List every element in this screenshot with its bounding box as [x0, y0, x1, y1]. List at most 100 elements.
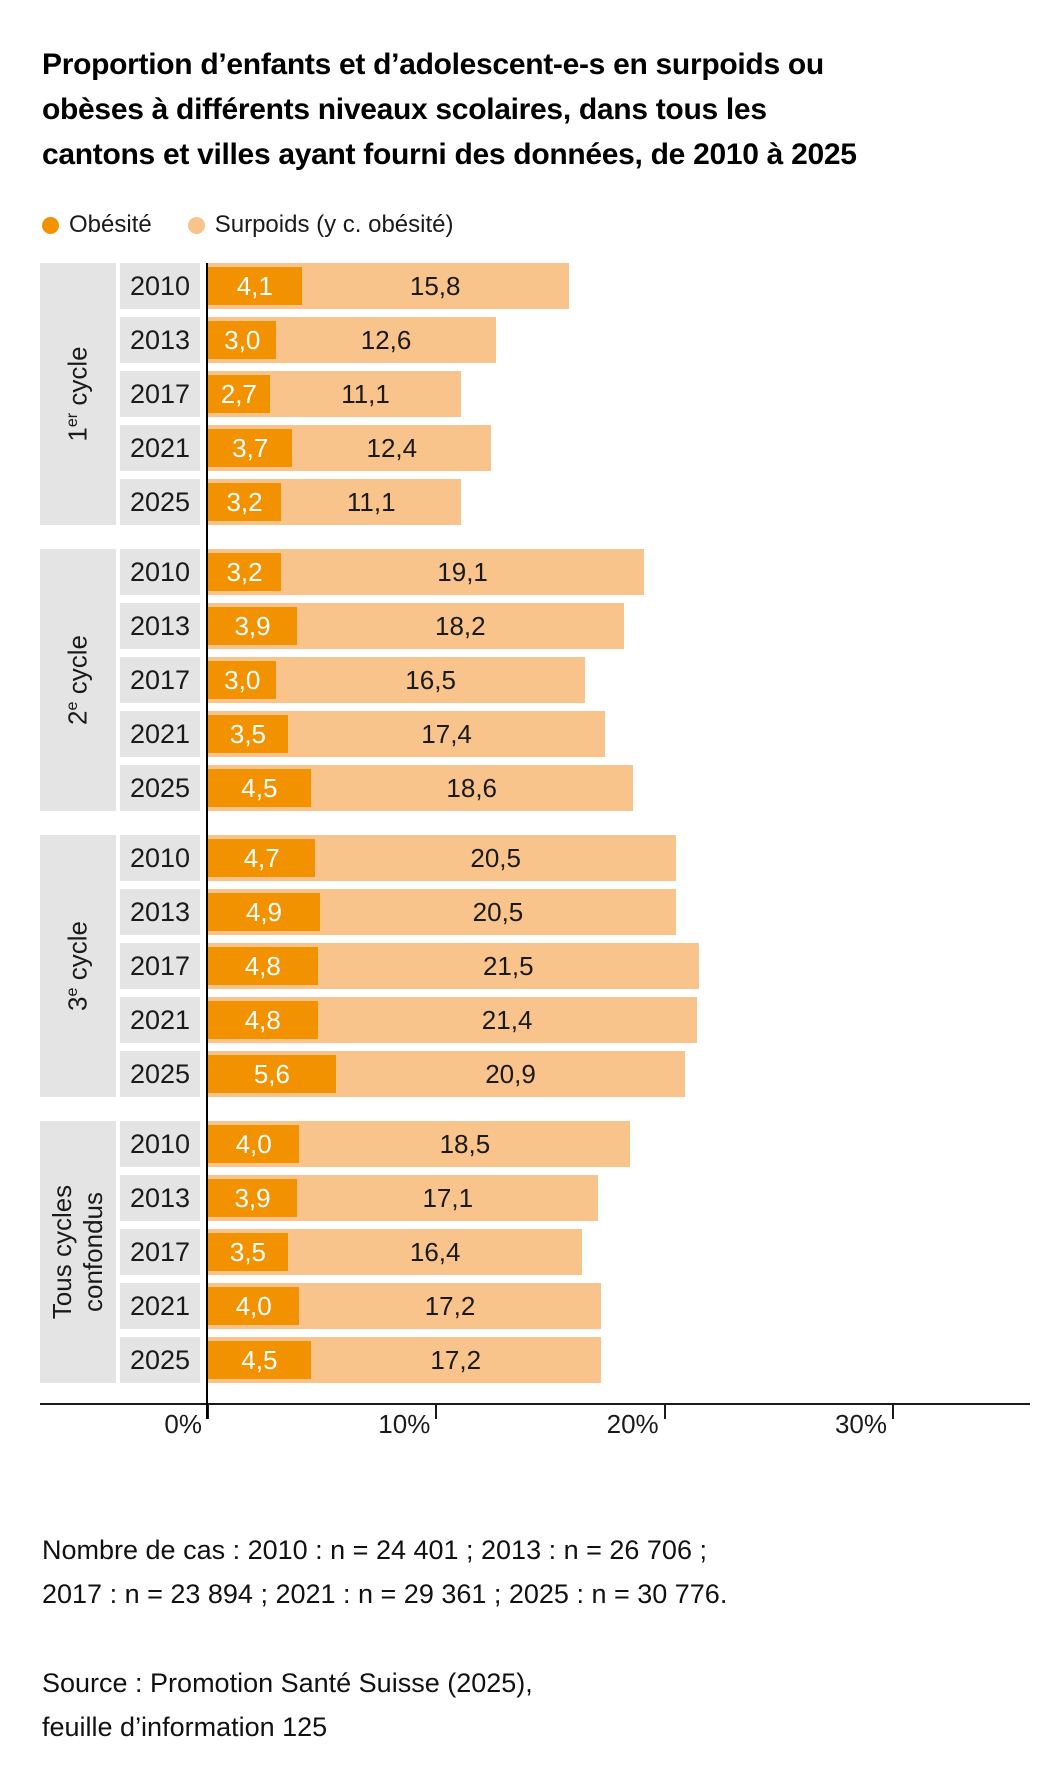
bar-area: 5,6 20,9 — [208, 1051, 1030, 1097]
obesity-value: 4,5 — [241, 1344, 278, 1375]
x-axis-tick — [435, 1405, 438, 1419]
group-rows: 2010 4,7 20,5 2013 4,9 20,5 2017 4,8 21,5 2021 4,8… — [120, 835, 1030, 1097]
bar-area: 3,2 19,1 — [208, 549, 1030, 595]
bar-row-2e-cycle-2025: 2025 4,5 18,6 — [120, 765, 1030, 811]
bar-row-tous-cycles-confondus-2021: 2021 4,0 17,2 — [120, 1283, 1030, 1329]
legend-item-obesite: Obésité — [42, 211, 152, 239]
ordinal-superscript: e — [62, 701, 81, 711]
overweight-value: 16,5 — [405, 664, 456, 695]
bar-area: 4,0 17,2 — [208, 1283, 1030, 1329]
year-label: 2025 — [120, 1337, 200, 1383]
obesity-bar: 3,7 — [208, 429, 293, 467]
obesity-value: 2,7 — [220, 378, 257, 409]
year-label: 2013 — [120, 889, 200, 935]
obesity-bar: 5,6 — [208, 1055, 336, 1093]
bar-row-3e-cycle-2021: 2021 4,8 21,4 — [120, 997, 1030, 1043]
obesity-value: 3,7 — [232, 432, 269, 463]
x-axis-tick-label: 10% — [378, 1409, 431, 1439]
zero-axis-line — [206, 263, 208, 1419]
footnote-cases-line1: Nombre de cas : 2010 : n = 24 401 ; 2013… — [42, 1535, 707, 1565]
obesity-value: 4,9 — [245, 896, 283, 927]
x-axis-tick — [207, 1405, 209, 1419]
bar-area: 4,5 18,6 — [208, 765, 1030, 811]
bar-row-1er-cycle-2010: 2010 4,1 15,8 — [120, 263, 1030, 309]
bar-row-1er-cycle-2025: 2025 3,2 11,1 — [120, 479, 1030, 525]
obesity-value: 4,8 — [244, 1004, 281, 1035]
obesity-bar: 4,9 — [208, 893, 320, 931]
group-label-text: 2e cycle — [62, 635, 93, 725]
obesity-bar: 3,2 — [208, 553, 282, 591]
x-axis-tick — [663, 1405, 666, 1419]
overweight-value: 17,1 — [422, 1182, 474, 1213]
obesity-bar: 4,8 — [208, 947, 318, 985]
group-label-text: 3e cycle — [62, 921, 93, 1011]
chart-title-line3: cantons et villes ayant fourni des donné… — [42, 138, 857, 171]
obesity-bar: 3,0 — [208, 661, 277, 699]
obesity-value: 3,5 — [229, 1236, 267, 1267]
obesity-value: 4,1 — [236, 270, 273, 301]
group-rows: 2010 4,1 15,8 2013 3,0 12,6 2017 2,7 11,1 2021 3,7… — [120, 263, 1030, 525]
bar-area: 3,5 16,4 — [208, 1229, 1030, 1275]
overweight-value: 20,5 — [470, 842, 521, 873]
bar-area: 4,7 20,5 — [208, 835, 1030, 881]
legend: Obésité Surpoids (y c. obésité) — [42, 211, 1030, 239]
bar-row-2e-cycle-2017: 2017 3,0 16,5 — [120, 657, 1030, 703]
footnote-cases-line2: 2017 : n = 23 894 ; 2021 : n = 29 361 ; … — [42, 1578, 728, 1609]
overweight-value: 20,5 — [472, 896, 524, 927]
obesity-bar: 3,0 — [208, 321, 277, 359]
bar-row-3e-cycle-2013: 2013 4,9 20,5 — [120, 889, 1030, 935]
bar-row-3e-cycle-2017: 2017 4,8 21,5 — [120, 943, 1030, 989]
year-label: 2025 — [120, 765, 200, 811]
ordinal-superscript: er — [62, 412, 81, 428]
bar-row-1er-cycle-2017: 2017 2,7 11,1 — [120, 371, 1030, 417]
bar-row-2e-cycle-2010: 2010 3,2 19,1 — [120, 549, 1030, 595]
year-label: 2021 — [120, 711, 200, 757]
overweight-value: 12,4 — [366, 432, 418, 463]
obesity-bar: 3,9 — [208, 607, 298, 645]
bar-area: 3,9 17,1 — [208, 1175, 1030, 1221]
bar-area: 2,7 11,1 — [208, 371, 1030, 417]
chart-title: Proportion d’enfants et d’adolescent-e-s… — [42, 42, 1030, 177]
bar-area: 4,9 20,5 — [208, 889, 1030, 935]
footnote-cases: Nombre de cas : 2010 : n = 24 401 ; 2013… — [42, 1529, 1030, 1616]
year-label: 2010 — [120, 549, 200, 595]
year-label: 2017 — [120, 371, 200, 417]
obesity-bar: 4,5 — [208, 1341, 311, 1379]
chart-title-line2: obèses à différents niveaux scolaires, d… — [42, 93, 767, 126]
bar-area: 4,8 21,4 — [208, 997, 1030, 1043]
overweight-value: 17,2 — [430, 1344, 482, 1375]
bar-area: 4,8 21,5 — [208, 943, 1030, 989]
overweight-value: 21,5 — [482, 950, 534, 981]
overweight-value: 15,8 — [409, 270, 461, 301]
group-label-2e-cycle: 2e cycle — [40, 549, 116, 811]
obesity-bar: 3,5 — [208, 715, 288, 753]
overweight-value: 21,4 — [481, 1004, 533, 1035]
bar-row-1er-cycle-2021: 2021 3,7 12,4 — [120, 425, 1030, 471]
legend-label-obesite: Obésité — [69, 211, 152, 238]
obesity-bar: 3,9 — [208, 1179, 298, 1217]
obesity-bar: 4,0 — [208, 1287, 300, 1325]
obesity-value: 4,5 — [241, 772, 278, 803]
year-label: 2010 — [120, 1121, 200, 1167]
year-label: 2013 — [120, 603, 200, 649]
obesity-value: 3,9 — [234, 610, 271, 641]
bar-area: 3,0 16,5 — [208, 657, 1030, 703]
overweight-value: 17,4 — [421, 718, 472, 749]
obesity-bar: 3,2 — [208, 483, 282, 521]
bar-row-3e-cycle-2025: 2025 5,6 20,9 — [120, 1051, 1030, 1097]
year-label: 2021 — [120, 1283, 200, 1329]
obesity-value: 4,7 — [243, 842, 280, 873]
bar-row-tous-cycles-confondus-2025: 2025 4,5 17,2 — [120, 1337, 1030, 1383]
bar-row-1er-cycle-2013: 2013 3,0 12,6 — [120, 317, 1030, 363]
year-label: 2013 — [120, 317, 200, 363]
bar-area: 4,0 18,5 — [208, 1121, 1030, 1167]
x-axis-tick — [892, 1405, 894, 1419]
source-line2: feuille d’information 125 — [42, 1712, 328, 1743]
group-label-tous-cycles-confondus: Tous cycles confondus — [40, 1121, 116, 1383]
year-label: 2017 — [120, 943, 200, 989]
overweight-dot-icon — [187, 216, 205, 234]
source-note: Source : Promotion Santé Suisse (2025), … — [42, 1662, 1030, 1749]
obesity-bar: 4,7 — [208, 839, 316, 877]
overweight-value: 17,2 — [424, 1290, 476, 1321]
